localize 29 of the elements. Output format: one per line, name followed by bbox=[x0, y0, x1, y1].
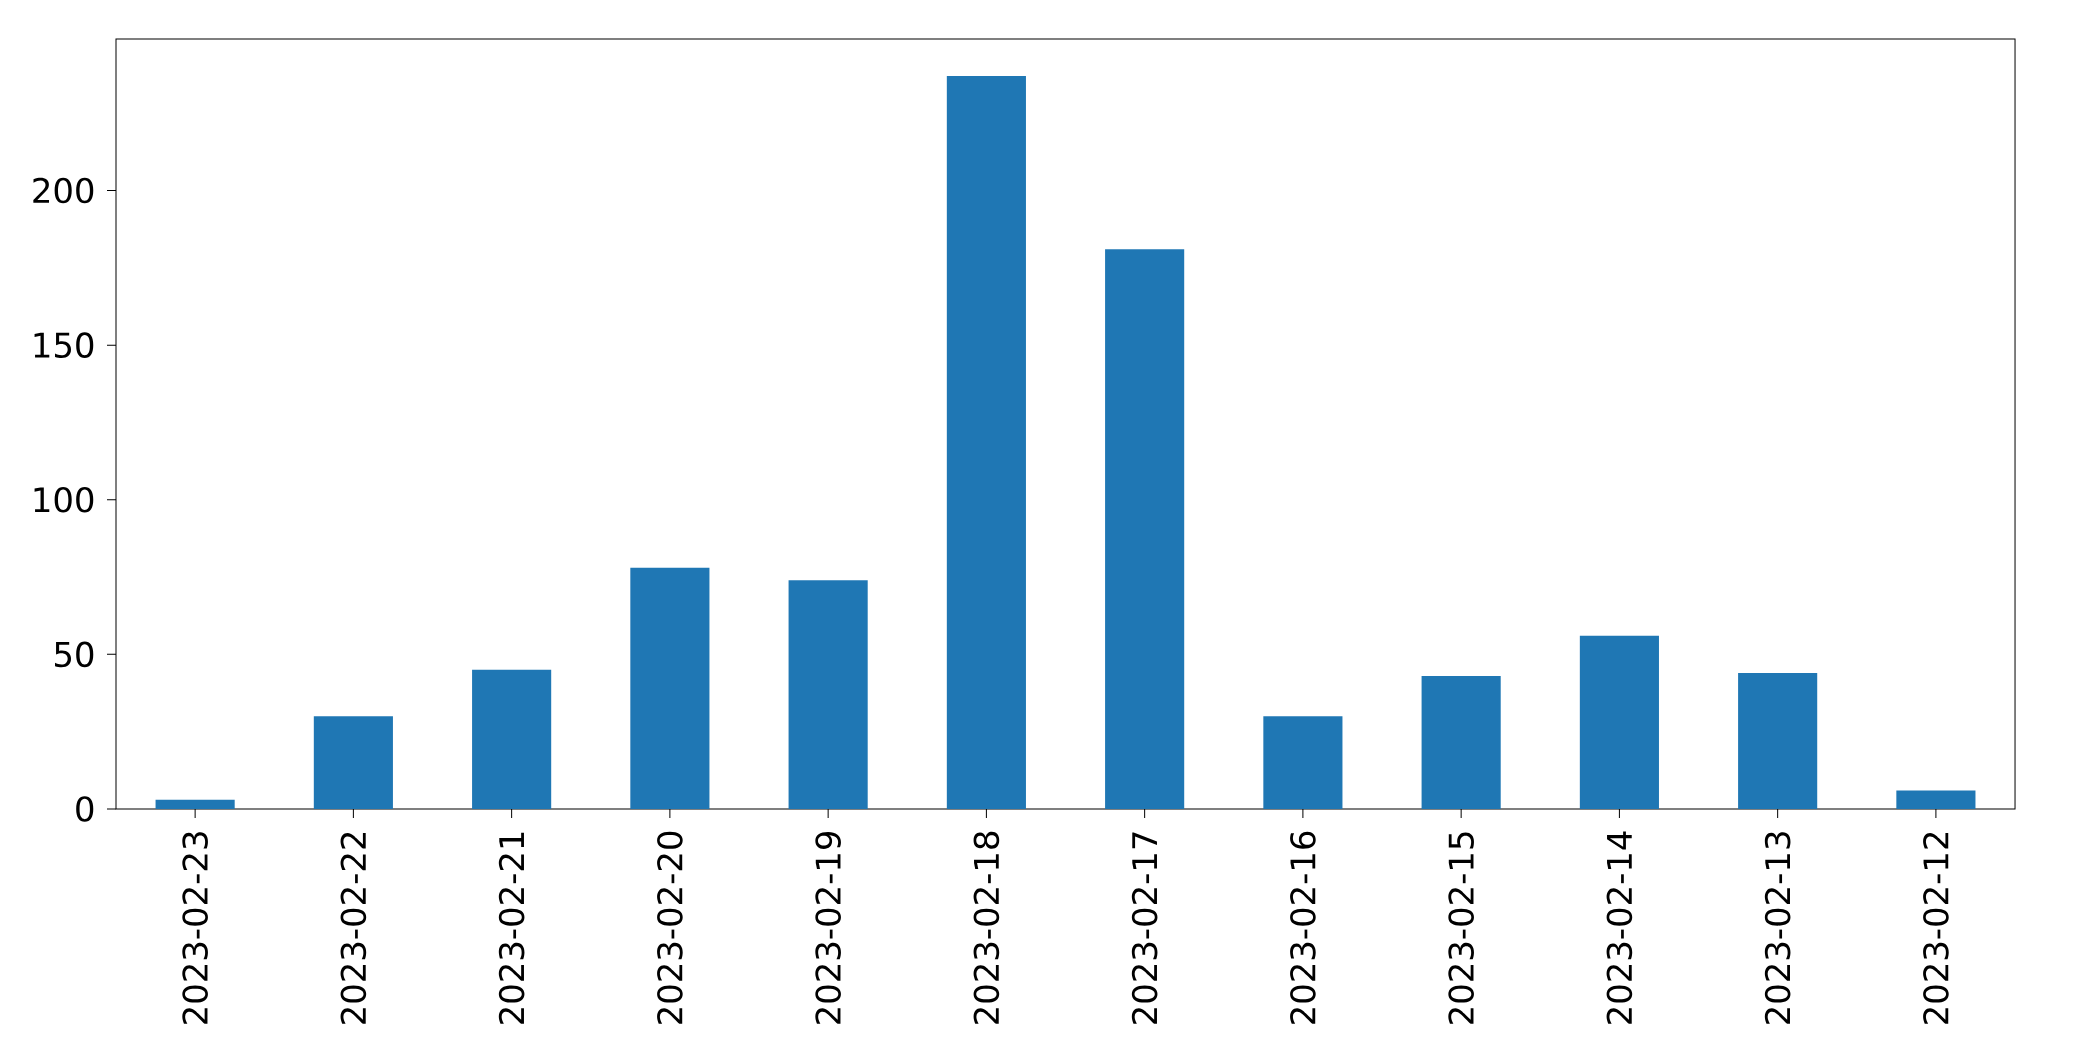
bar bbox=[472, 669, 552, 809]
bar bbox=[155, 799, 235, 809]
y-tick-label: 200 bbox=[33, 177, 94, 204]
x-tick-label: 2023-02-20 bbox=[657, 831, 683, 1024]
bar bbox=[1105, 249, 1185, 809]
bar bbox=[946, 76, 1026, 809]
x-tick-label: 2023-02-16 bbox=[1290, 831, 1316, 1024]
x-tick-label: 2023-02-18 bbox=[973, 831, 1000, 1024]
bar bbox=[1263, 716, 1343, 809]
y-tick-label: 0 bbox=[76, 796, 94, 822]
bar bbox=[1421, 676, 1501, 809]
bar bbox=[1579, 635, 1659, 809]
bar bbox=[313, 716, 393, 809]
bar bbox=[1738, 672, 1818, 809]
x-tick-label: 2023-02-22 bbox=[340, 832, 367, 1024]
bar bbox=[788, 580, 868, 809]
x-tick-label: 2023-02-13 bbox=[1764, 832, 1791, 1024]
bar bbox=[630, 567, 710, 809]
x-tick-label: 2023-02-12 bbox=[1923, 832, 1949, 1024]
x-tick-label: 2023-02-19 bbox=[815, 831, 841, 1024]
x-tick-label: 2023-02-15 bbox=[1448, 832, 1474, 1024]
x-tick-label: 2023-02-21 bbox=[498, 832, 525, 1024]
x-tick-label: 2023-02-14 bbox=[1606, 831, 1633, 1024]
x-tick-label: 2023-02-23 bbox=[182, 832, 208, 1024]
bar bbox=[1896, 790, 1976, 809]
y-tick-label: 100 bbox=[34, 486, 94, 513]
y-tick-label: 50 bbox=[55, 641, 94, 668]
y-tick-label: 150 bbox=[34, 332, 94, 358]
x-tick-label: 2023-02-17 bbox=[1131, 832, 1158, 1024]
